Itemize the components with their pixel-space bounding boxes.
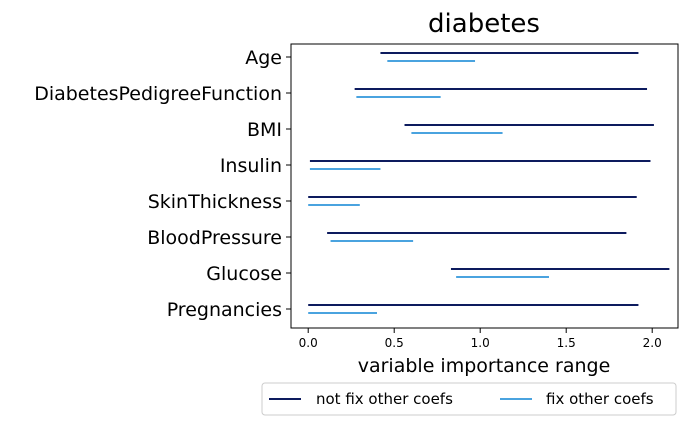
x-tick-label: 2.0 — [643, 336, 662, 350]
x-tick-label: 0.5 — [385, 336, 404, 350]
x-tick-label: 0.0 — [299, 336, 318, 350]
legend-label-fix: fix other coefs — [546, 390, 654, 408]
legend-label-not-fix: not fix other coefs — [316, 390, 453, 408]
legend-box — [261, 382, 677, 416]
chart-marks — [308, 52, 670, 314]
y-tick-label: Age — [245, 47, 282, 69]
y-tick-label: DiabetesPedigreeFunction — [34, 83, 282, 105]
x-tick-label: 1.0 — [471, 336, 490, 350]
legend: not fix other coefs fix other coefs — [261, 382, 677, 416]
y-axis: Age DiabetesPedigreeFunction BMI Insulin Ski… — [34, 47, 291, 321]
plot-frame — [290, 43, 679, 329]
x-axis: 0.0 0.5 1.0 1.5 2.0 — [299, 328, 662, 350]
y-tick-label: SkinThickness — [148, 191, 282, 213]
x-axis-label: variable importance range — [358, 355, 611, 377]
y-tick-label: BMI — [247, 119, 282, 141]
y-tick-label: Pregnancies — [167, 299, 282, 321]
y-tick-label: Glucose — [206, 263, 282, 285]
x-tick-label: 1.5 — [557, 336, 576, 350]
chart-title: diabetes — [428, 9, 540, 39]
y-tick-label: BloodPressure — [147, 227, 282, 249]
y-tick-label: Insulin — [220, 155, 282, 177]
